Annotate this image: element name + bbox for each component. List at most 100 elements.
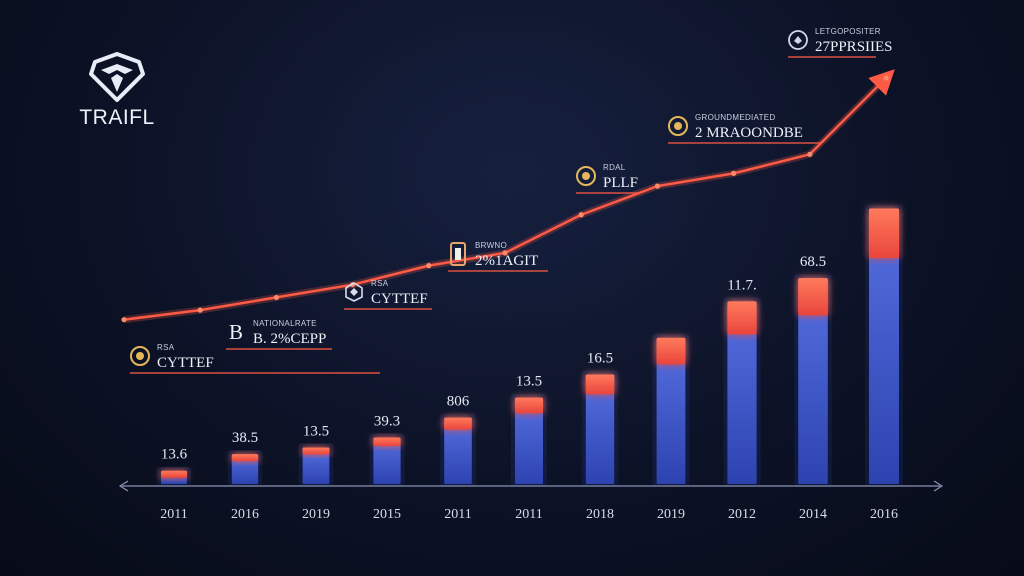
bar-value-label: 16.5 [587, 350, 613, 366]
trend-point [426, 263, 432, 269]
bar-5 [511, 393, 547, 486]
annotation-callout: BRWNO 2%1AGIT [448, 241, 548, 272]
annotation-value: PLLF [603, 175, 638, 191]
bar-body [585, 374, 615, 484]
brand-name: TRAIFL [79, 106, 155, 129]
bar-3 [369, 433, 405, 486]
bar-cap [161, 470, 187, 478]
bar-cap [444, 417, 472, 430]
annotation-caption: BRWNO [475, 241, 507, 250]
bar-body [798, 278, 828, 484]
annotation-caption: RDAL [603, 163, 626, 172]
bar-value-label: 11.7. [727, 277, 756, 293]
bar-value-label: 68.5 [800, 254, 826, 270]
bar-cap [585, 374, 615, 395]
x-tick-label: 2019 [657, 507, 685, 522]
annotations-layer: RSA CYTTEF B NATIONALRATE B. 2%CEPP RSA CYTTEF… [130, 27, 893, 374]
x-tick-label: 2015 [373, 507, 401, 522]
x-tick-label: 2011 [444, 507, 471, 522]
bar-cap [515, 397, 543, 414]
bar-value-label: 39.3 [374, 414, 400, 430]
hexagon-icon [345, 282, 363, 302]
x-tick-label: 2014 [799, 507, 827, 522]
bar-cap [727, 301, 757, 335]
trend-point [273, 294, 279, 301]
bar-cap [798, 278, 828, 316]
b-icon: B [229, 320, 243, 344]
bar-body [656, 337, 686, 484]
trend-point [654, 183, 661, 189]
svg-text:B: B [229, 320, 243, 344]
brand-logo: TRAIFL [62, 52, 172, 130]
labels-layer: 13.6 2011 38.5 2016 13.5 2019 39.3 2015 806 2011 1… [160, 254, 898, 522]
bar-body [515, 397, 543, 484]
annotation-callout: RDAL PLLF [576, 163, 640, 194]
bars-layer [157, 204, 903, 486]
annotation-callout: RSA CYTTEF [130, 343, 380, 374]
bar-body [373, 437, 401, 484]
bar-value-label: 13.5 [516, 374, 542, 390]
bar-body [444, 417, 472, 484]
annotation-caption: RSA [371, 279, 389, 288]
trend-point [121, 317, 127, 323]
coin-icon [668, 116, 688, 136]
trend-point [807, 151, 813, 157]
bar-2 [298, 443, 334, 486]
bar-cap [373, 437, 401, 446]
phone-icon [450, 242, 466, 266]
x-tick-label: 2011 [160, 507, 187, 522]
bar-4 [440, 413, 476, 486]
bar-body [727, 301, 757, 484]
bar-7 [652, 333, 690, 486]
annotation-value: CYTTEF [157, 355, 214, 371]
annotation-callout: RSA CYTTEF [344, 279, 432, 310]
trend-line-layer [121, 69, 895, 324]
badge-icon [788, 30, 808, 50]
bar-cap [231, 454, 259, 462]
x-axis [118, 480, 944, 492]
annotation-callout: GROUNDMEDIATED 2 MRAOONDBE [668, 113, 820, 144]
bar-value-label: 13.5 [303, 423, 329, 439]
trend-point [578, 212, 584, 218]
axis-right-arrow-icon [933, 480, 944, 492]
bar-body [231, 454, 259, 484]
bar-10 [865, 204, 903, 486]
axis-left-arrow-icon [118, 480, 129, 492]
trend-point [883, 75, 889, 81]
bar-9 [794, 274, 832, 486]
annotation-caption: RSA [157, 343, 175, 352]
bar-6 [581, 370, 619, 486]
trend-point [731, 170, 737, 176]
trend-point [502, 250, 508, 256]
bar-value-label: 806 [447, 394, 470, 410]
x-tick-label: 2016 [870, 507, 898, 522]
annotation-caption: NATIONALRATE [253, 319, 317, 328]
bar-body [869, 208, 899, 484]
coin-icon [576, 166, 596, 186]
x-tick-label: 2012 [728, 507, 756, 522]
bar-1 [227, 450, 263, 486]
annotation-caption: LETGOPOSITER [815, 27, 881, 36]
annotation-value: CYTTEF [371, 291, 428, 307]
annotation-caption: GROUNDMEDIATED [695, 113, 776, 122]
bar-0 [157, 466, 191, 486]
annotation-value: 2%1AGIT [475, 253, 538, 269]
x-tick-label: 2018 [586, 507, 614, 522]
bar-cap [656, 337, 686, 365]
trend-point [197, 307, 203, 313]
annotation-callout: B NATIONALRATE B. 2%CEPP [226, 319, 332, 350]
annotation-value: B. 2%CEPP [253, 331, 326, 347]
shield-logo-icon [89, 52, 145, 102]
bar-body [302, 447, 330, 484]
bar-value-label: 13.6 [161, 447, 188, 463]
bar-8 [723, 297, 761, 486]
annotation-value: 2 MRAOONDBE [695, 125, 803, 141]
bar-cap [302, 447, 330, 455]
bar-cap [869, 208, 899, 259]
bar-value-label: 38.5 [232, 430, 258, 446]
coin-icon [130, 346, 150, 366]
annotation-callout: LETGOPOSITER 27PPRSIIES [788, 27, 893, 58]
x-tick-label: 2011 [515, 507, 542, 522]
x-tick-label: 2019 [302, 507, 330, 522]
